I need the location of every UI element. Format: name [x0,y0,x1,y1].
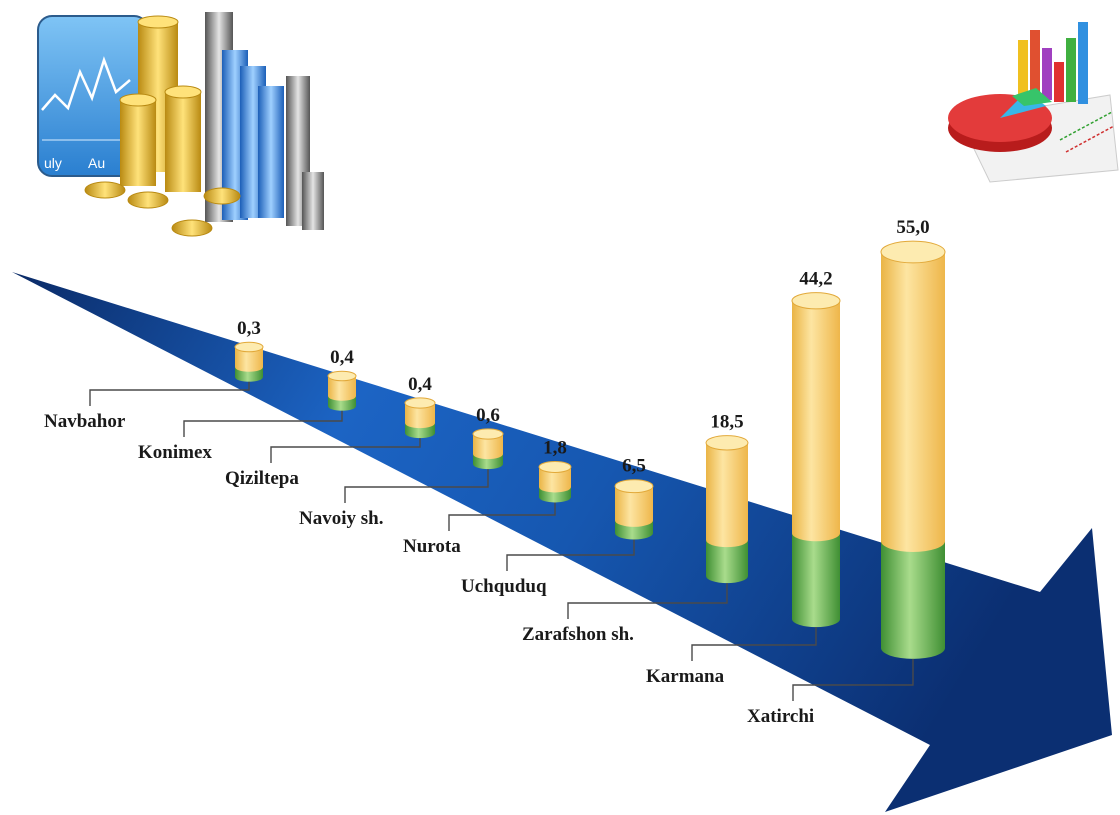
leader-line [506,539,635,571]
month-label-2: Au [88,155,105,171]
bar-upper-segment [405,403,435,429]
category-label: Navoiy sh. [299,508,383,529]
bar-9 [880,240,946,659]
bar-base-segment [881,541,945,659]
bar-4 [472,428,504,470]
leader-line [89,381,250,406]
bar-upper-segment [615,486,653,527]
value-label: 0,3 [237,318,261,339]
value-label: 6,5 [622,456,646,477]
bar-top-cap [614,479,654,494]
bar-upper-segment [235,347,263,372]
leader-lines [89,381,914,701]
bar-upper-segment [539,467,571,493]
growth-arrow-icon [12,272,1112,812]
leader-line [344,469,489,503]
bar-6 [614,479,654,540]
pie-bar-chart-icon [948,22,1119,183]
bar-top-cap [880,240,946,264]
category-label: Zarafshon sh. [522,624,634,645]
category-label: Xatirchi [747,706,814,727]
bar-upper-segment [706,442,748,548]
category-label: Navbahor [44,411,126,432]
bar-7 [705,435,749,584]
bar-top-cap [404,397,436,409]
bar-1 [234,341,264,382]
value-label: 0,4 [330,347,354,368]
value-label: 44,2 [799,269,832,290]
bar-5 [538,461,572,503]
bar-top-cap [234,341,264,353]
value-label: 0,4 [408,374,432,395]
finance-chart-coins-icon: uly Au [37,12,324,237]
bar-2 [327,370,357,411]
bar-top-cap [791,292,841,310]
value-label: 1,8 [543,438,567,459]
value-label: 18,5 [710,412,743,433]
category-label: Nurota [403,536,461,557]
bar-3 [404,397,436,439]
category-label: Qiziltepa [225,468,299,489]
bar-top-cap [705,435,749,451]
bar-upper-segment [473,434,504,460]
value-label: 55,0 [896,217,929,238]
bar-upper-segment [328,376,356,401]
leader-line [691,627,817,661]
category-label: Konimex [138,442,212,463]
leader-line [183,410,343,437]
leader-line [792,658,914,701]
bar-top-cap [538,461,572,473]
value-label: 0,6 [476,405,500,426]
leader-line [567,583,728,619]
bar-top-cap [472,428,504,440]
bar-8 [791,292,841,628]
bar-top-cap [327,370,357,382]
bar-upper-segment [792,300,840,542]
chart-bars: 0,3 0,4 0,4 0,6 1,8 6,5 18,5 44,2 55,0 [234,217,946,659]
category-label: Karmana [646,666,725,687]
bar-base-segment [792,533,840,628]
leader-line [270,438,421,463]
bar-base-segment [706,540,748,584]
category-label: Uchquduq [461,576,547,597]
bar-upper-segment [881,252,945,552]
month-label-1: uly [44,155,62,171]
leader-line [448,502,556,531]
